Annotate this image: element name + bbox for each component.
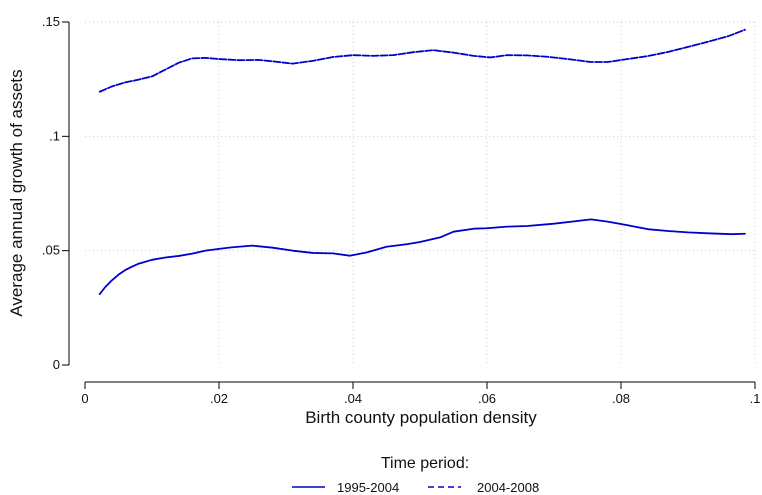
y-tick-label: .05 [42, 243, 60, 258]
y-tick-label: .1 [49, 128, 60, 143]
legend: Time period: 1995-2004 2004-2008 [292, 455, 539, 495]
x-tick-label: 0 [81, 391, 88, 406]
legend-title: Time period: [381, 455, 469, 472]
x-tick-label: .04 [344, 391, 362, 406]
y-tick-label: .15 [42, 14, 60, 29]
series-line-1995-2004 [98, 218, 746, 296]
series-line-2004-2008 [98, 28, 746, 93]
x-tick-label: .08 [612, 391, 630, 406]
legend-label-1995-2004: 1995-2004 [337, 480, 399, 495]
x-tick-label: .1 [750, 391, 761, 406]
y-axis-title: Average annual growth of assets [7, 69, 26, 316]
x-tick-label: .02 [210, 391, 228, 406]
legend-label-2004-2008: 2004-2008 [477, 480, 539, 495]
x-tick-label: .06 [478, 391, 496, 406]
series-layer [98, 28, 746, 296]
x-axis-title: Birth county population density [305, 408, 537, 427]
y-tick-label: 0 [53, 357, 60, 372]
axis-layer: 0 .05 .1 .15 0 .02 .04 .06 .08 .1 [42, 14, 761, 406]
